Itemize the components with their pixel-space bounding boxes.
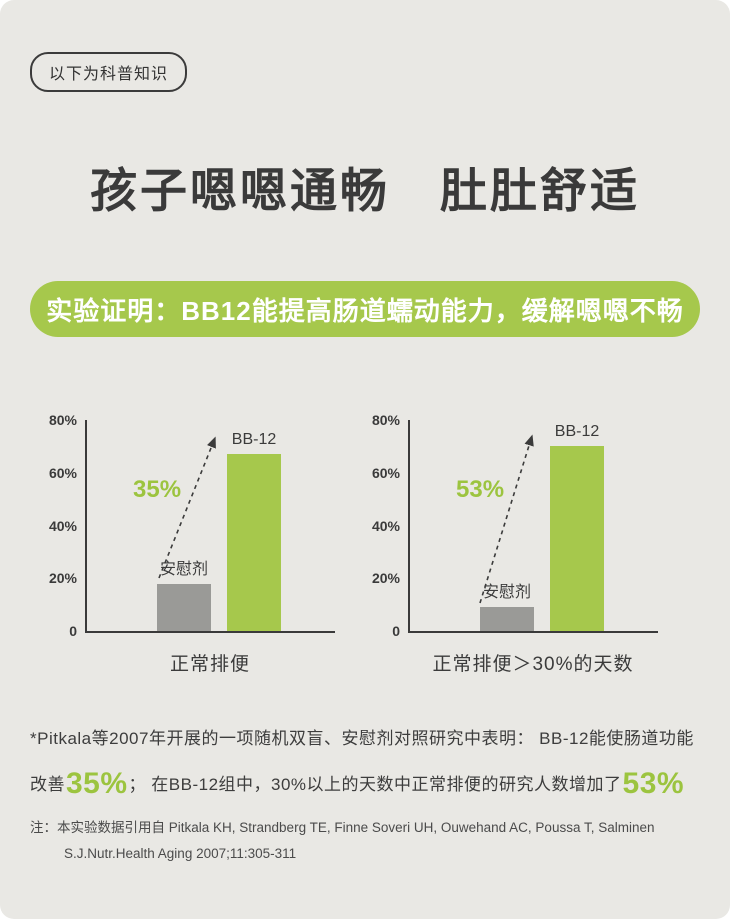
plot-area: 0 20% 40% 60% 80% 35% 安慰剂 BB-12 bbox=[49, 413, 335, 638]
y-tick-label: 20% bbox=[48, 570, 77, 587]
bar-label-placebo: 安慰剂 bbox=[482, 584, 532, 602]
y-tick-label: 20% bbox=[371, 570, 400, 587]
bar-bb12: BB-12 bbox=[227, 431, 281, 631]
page-title: 孩子嗯嗯通畅 肚肚舒适 bbox=[90, 164, 640, 217]
study-summary-big-35: 35% bbox=[66, 767, 128, 801]
y-tick-label: 0 bbox=[69, 623, 77, 639]
citation-line1: 注：本实验数据引用自 Pitkala KH, Strandberg TE, Fi… bbox=[30, 820, 655, 835]
y-tick-label: 0 bbox=[392, 623, 400, 639]
y-tick-label: 40% bbox=[371, 517, 400, 534]
bar-label-bb12: BB-12 bbox=[554, 423, 600, 441]
x-axis-label: 正常排便＞30%的天数 bbox=[432, 654, 634, 675]
bar-chart-normal-defecation: 0 20% 40% 60% 80% 35% 安慰剂 BB-12 正常排便 bbox=[30, 413, 335, 676]
improvement-percent-label: 53% bbox=[456, 476, 505, 503]
x-axis-label: 正常排便 bbox=[169, 654, 250, 675]
y-tick-label: 60% bbox=[48, 464, 77, 481]
bar-bb12: BB-12 bbox=[550, 423, 604, 631]
topic-badge-label: 以下为科普知识 bbox=[49, 66, 169, 83]
citation-text: 注：本实验数据引用自 Pitkala KH, Strandberg TE, Fi… bbox=[30, 815, 702, 866]
citation-line2: S.J.Nutr.Health Aging 2007;11:305-311 bbox=[64, 845, 297, 861]
bar-label-placebo: 安慰剂 bbox=[159, 560, 209, 578]
study-summary-text: *Pitkala等2007年开展的一项随机双盲、安慰剂对照研究中表明： BB-1… bbox=[30, 722, 702, 814]
y-tick-label: 60% bbox=[371, 464, 400, 481]
plot-area: 0 20% 40% 60% 80% 53% 安慰剂 BB-12 bbox=[372, 413, 658, 638]
study-summary-big-53: 53% bbox=[622, 767, 685, 801]
trend-arrow-icon bbox=[479, 434, 534, 604]
study-summary-part2: ； 在BB-12组中，30%以上的天数中正常排便的研究人数增加了 bbox=[128, 775, 622, 795]
y-tick-label: 40% bbox=[48, 517, 77, 534]
trend-arrow-icon bbox=[158, 436, 216, 579]
bar-placebo: 安慰剂 bbox=[157, 561, 211, 631]
claim-banner-label: 实验证明：BB12能提高肠道蠕动能力，缓解嗯嗯不畅 bbox=[46, 295, 684, 326]
bar-placebo: 安慰剂 bbox=[480, 584, 534, 631]
bar-chart-days-over-30pct: 0 20% 40% 60% 80% 53% 安慰剂 BB-12 正常排便＞3 bbox=[353, 413, 658, 676]
bar-label-bb12: BB-12 bbox=[231, 431, 277, 449]
improvement-percent-label: 35% bbox=[133, 476, 182, 503]
y-tick-label: 80% bbox=[371, 412, 400, 428]
topic-badge: 以下为科普知识 bbox=[30, 52, 188, 92]
study-summary-part1: *Pitkala等2007年开展的一项随机双盲、安慰剂对照研究中表明： BB-1… bbox=[30, 729, 694, 795]
claim-banner: 实验证明：BB12能提高肠道蠕动能力，缓解嗯嗯不畅 bbox=[30, 281, 700, 337]
y-tick-label: 80% bbox=[48, 412, 77, 428]
